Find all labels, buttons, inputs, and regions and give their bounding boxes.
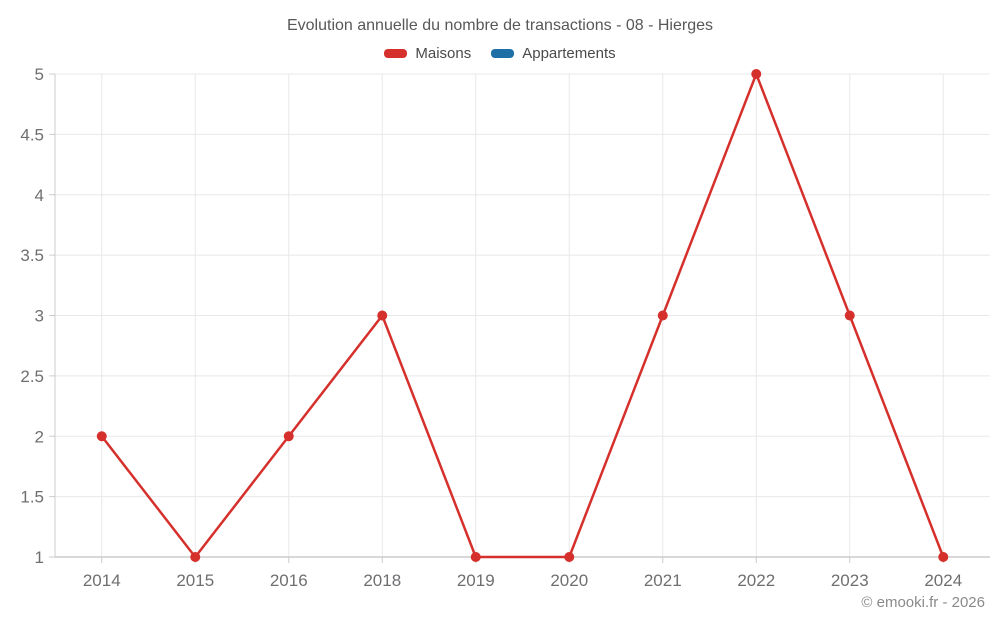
- svg-text:1: 1: [35, 548, 44, 567]
- svg-text:2016: 2016: [270, 571, 308, 590]
- legend-label-maisons: Maisons: [415, 45, 472, 62]
- svg-text:2022: 2022: [737, 571, 775, 590]
- svg-text:2: 2: [35, 427, 44, 446]
- legend-swatch-maisons-icon: [384, 49, 408, 58]
- svg-text:3: 3: [35, 307, 44, 326]
- svg-text:2023: 2023: [831, 571, 869, 590]
- legend-item-appartements[interactable]: Appartements: [491, 45, 616, 62]
- svg-text:2014: 2014: [83, 571, 121, 590]
- svg-text:2018: 2018: [363, 571, 401, 590]
- svg-text:5: 5: [35, 65, 44, 84]
- legend: Maisons Appartements: [0, 45, 1000, 62]
- legend-label-appartements: Appartements: [522, 45, 616, 62]
- svg-text:2015: 2015: [176, 571, 214, 590]
- svg-text:4.5: 4.5: [20, 125, 44, 144]
- chart-title: Evolution annuelle du nombre de transact…: [286, 17, 714, 34]
- svg-text:2021: 2021: [644, 571, 682, 590]
- legend-item-maisons[interactable]: Maisons: [384, 45, 471, 62]
- svg-text:2.5: 2.5: [20, 367, 44, 386]
- svg-text:3.5: 3.5: [20, 246, 44, 265]
- legend-swatch-appartements-icon: [491, 49, 515, 58]
- svg-text:2024: 2024: [924, 571, 962, 590]
- copyright-text: © emooki.fr - 2026: [861, 594, 985, 611]
- svg-text:2019: 2019: [457, 571, 495, 590]
- svg-text:4: 4: [35, 186, 44, 205]
- svg-text:2020: 2020: [550, 571, 588, 590]
- svg-text:1.5: 1.5: [20, 488, 44, 507]
